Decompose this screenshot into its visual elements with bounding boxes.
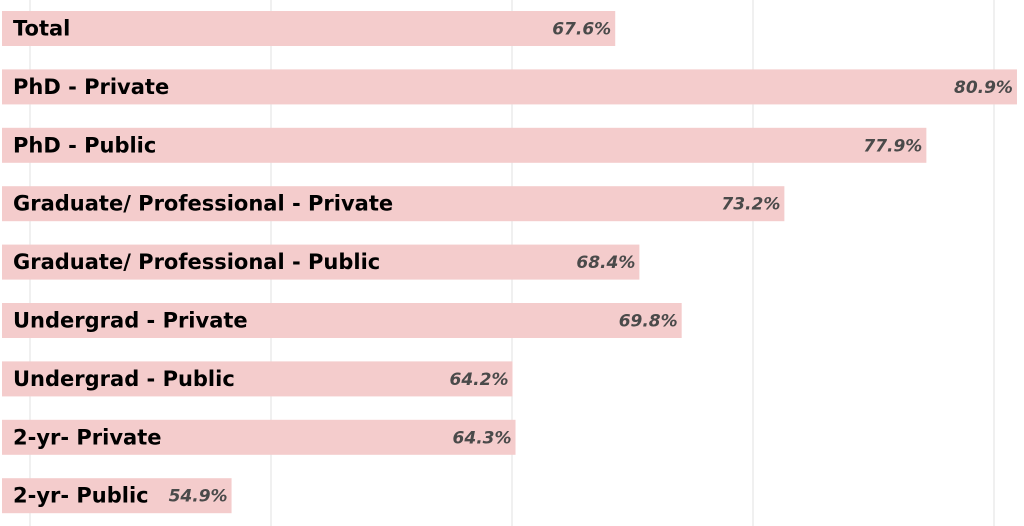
bar [2,244,640,280]
value-label: 67.6% [552,20,611,40]
category-label: Undergrad - Public [13,367,235,391]
bar-row: PhD - Private 80.9% [2,69,1017,105]
value-label: 64.3% [453,428,512,448]
value-label: 77.9% [863,136,922,156]
bar-row: Undergrad - Private 69.8% [2,303,682,338]
category-label: PhD - Public [13,133,156,157]
bar-row: 2-yr- Private 64.3% [2,419,516,455]
value-label: 80.9% [954,78,1013,98]
bar-row: 2-yr- Public 54.9% [2,478,232,514]
bar-row: Graduate/ Professional - Private 73.2% [2,186,785,222]
category-label: Total [13,17,70,41]
category-label: 2-yr- Public [13,484,149,508]
category-label: Undergrad - Private [13,309,248,333]
value-label: 73.2% [721,195,780,215]
category-label: Graduate/ Professional - Public [13,250,380,274]
bar-row: PhD - Public 77.9% [2,127,927,163]
bar [2,478,232,514]
bar-row: Undergrad - Public 64.2% [2,361,513,397]
category-label: 2-yr- Private [13,425,162,449]
bar [2,186,785,222]
bar [2,303,682,338]
bar [2,361,513,397]
value-label: 54.9% [169,487,228,507]
bar [2,69,1017,105]
bar-row: Graduate/ Professional - Public 68.4% [2,244,640,280]
value-label: 69.8% [619,312,678,332]
bar [2,11,616,46]
bar [2,127,927,163]
value-label: 68.4% [576,253,635,273]
bar-row: Total 67.6% [2,11,616,46]
value-label: 64.2% [450,370,509,390]
bars-group: Total 67.6% PhD - Private 80.9% PhD - Public… [2,11,1017,514]
category-label: PhD - Private [13,75,169,99]
category-label: Graduate/ Professional - Private [13,192,393,216]
bar [2,419,516,455]
